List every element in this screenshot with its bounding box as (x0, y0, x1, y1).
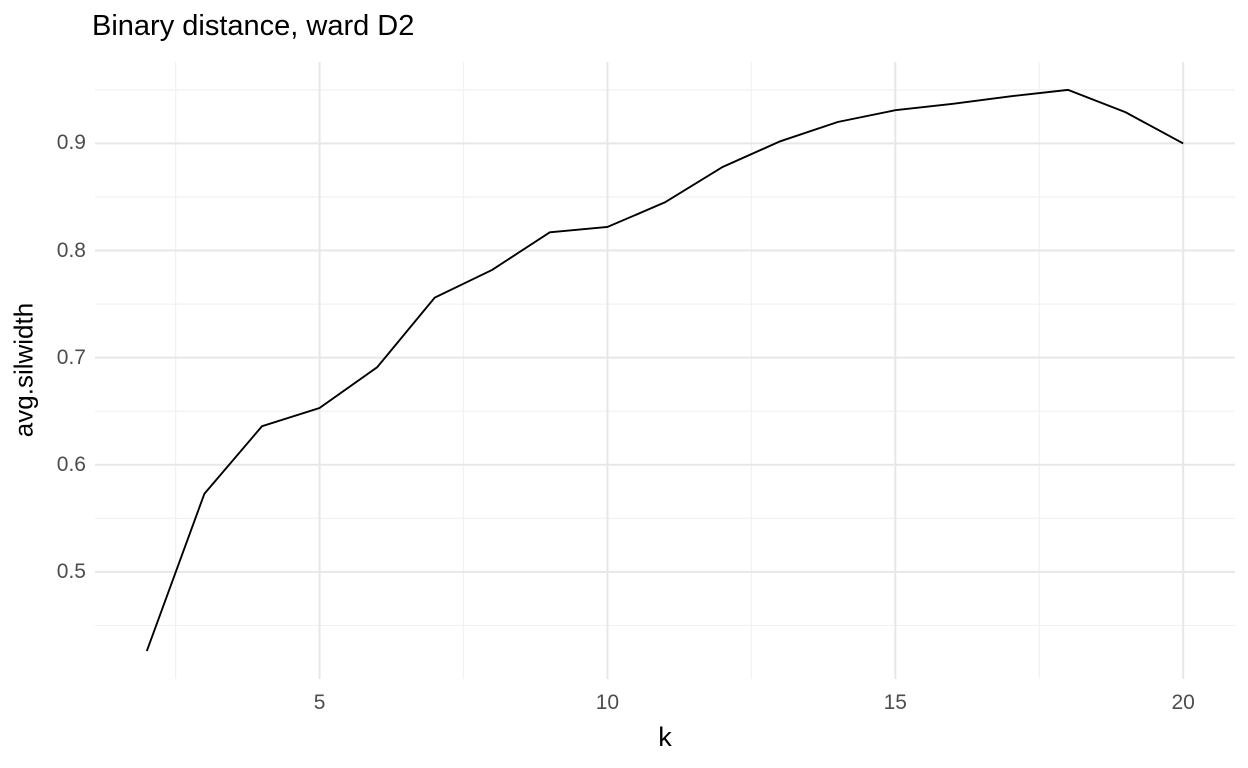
y-tick-label: 0.8 (56, 238, 86, 262)
y-tick-label: 0.7 (56, 345, 86, 369)
y-tick-label: 0.5 (56, 559, 86, 583)
x-tick-label: 15 (883, 691, 907, 714)
x-tick-label: 20 (1171, 691, 1195, 714)
x-tick-label: 5 (313, 691, 326, 714)
x-tick-label: 10 (595, 691, 620, 714)
chart-title: Binary distance, ward D2 (92, 10, 415, 42)
y-tick-label: 0.6 (56, 452, 86, 476)
silwidth-line-series (145, 88, 1184, 652)
y-tick-label: 0.9 (56, 131, 86, 155)
y-axis-title: avg.silwidth (8, 302, 39, 438)
x-axis-title: k (658, 722, 672, 752)
